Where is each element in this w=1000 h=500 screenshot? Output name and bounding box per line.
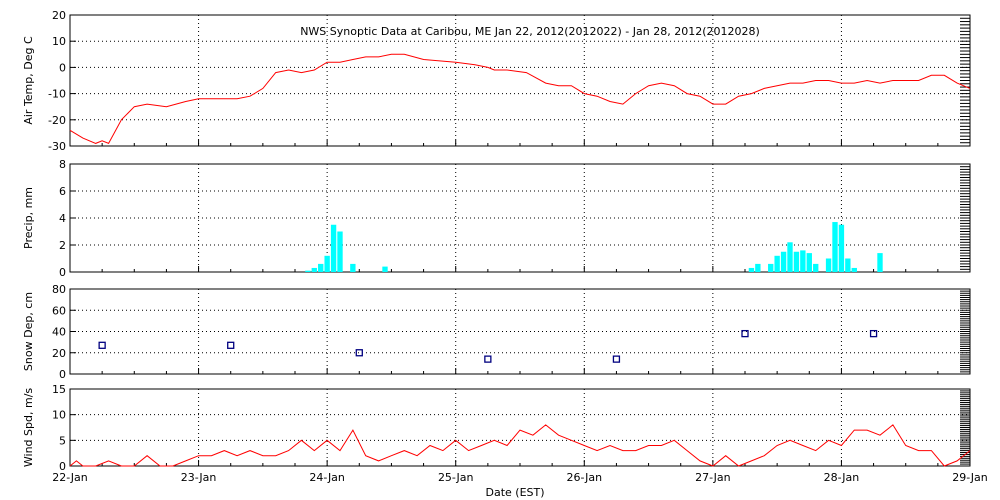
x-axis-label: Date (EST) [485, 486, 544, 499]
air-temp-ytick-label: 20 [52, 9, 66, 22]
wind-speed-ytick-label: 15 [52, 383, 66, 396]
precip-bar [748, 267, 755, 272]
air-temp-frame [69, 14, 971, 147]
x-tick-label: 22-Jan [52, 471, 88, 484]
precip-bar [311, 267, 317, 272]
precip-panel: 0 2 4 6 8 Precip, mm [22, 158, 971, 279]
precip-bar [755, 263, 761, 272]
precip-bar [825, 258, 832, 272]
snow-depth-point [869, 329, 878, 338]
precip-ytick-label: 2 [59, 239, 66, 252]
precip-bar [813, 263, 819, 272]
panels: -30 -20 -10 0 10 20 Air Temp, Deg C 0 2 4 6 8 Precip… [22, 9, 971, 473]
snow-depth-point [484, 355, 492, 363]
x-tick-label: 23-Jan [181, 471, 217, 484]
precip-bar [845, 258, 851, 272]
wind-speed-ytick-label: 0 [59, 460, 66, 473]
precip-bar [877, 253, 883, 272]
wind-speed-ytick-label: 10 [52, 409, 66, 422]
snow-depth-frame [69, 288, 971, 375]
snow-depth-point [98, 341, 106, 349]
snow-depth-point [612, 355, 621, 363]
wind-speed-series-line [69, 424, 971, 467]
x-tick-labels: 22-Jan 23-Jan 24-Jan 25-Jan 26-Jan 27-Jan 28-J… [52, 471, 988, 484]
air-temp-ytick-label: -30 [48, 140, 66, 153]
air-temp-ylabel: Air Temp, Deg C [22, 36, 35, 125]
precip-ytick-label: 8 [59, 158, 66, 171]
snow-depth-point [227, 341, 235, 349]
precip-ylabel: Precip, mm [22, 187, 35, 249]
precip-ytick-label: 4 [59, 212, 66, 225]
air-temp-ytick-label: 0 [59, 61, 66, 74]
x-tick-label: 24-Jan [309, 471, 345, 484]
precip-bar [318, 263, 324, 272]
precip-bar [382, 266, 388, 272]
snow-depth-ytick-label: 20 [52, 347, 66, 360]
snow-depth-point [355, 349, 363, 357]
precip-bar [350, 263, 356, 272]
precip-bar [774, 255, 780, 272]
precip-ytick-label: 6 [59, 185, 66, 198]
precip-bar [780, 251, 787, 272]
precip-bar [768, 263, 774, 272]
x-tick-label: 28-Jan [824, 471, 860, 484]
precip-bar [832, 222, 838, 272]
precip-bar [337, 231, 343, 272]
figure-title: NWS Synoptic Data at Caribou, ME Jan 22,… [300, 25, 760, 38]
x-tick-label: 25-Jan [438, 471, 474, 484]
snow-depth-ylabel: Snow Dep, cm [22, 292, 35, 371]
snow-depth-ytick-label: 0 [59, 368, 66, 381]
precip-bar [305, 270, 311, 272]
snow-depth-ytick-label: 60 [52, 304, 66, 317]
air-temp-ytick-label: -20 [48, 114, 66, 127]
precip-bar [324, 255, 330, 272]
snow-depth-ytick-label: 80 [52, 283, 66, 296]
precip-bar [330, 224, 337, 272]
air-temp-ytick-label: -10 [48, 88, 66, 101]
air-temp-panel: -30 -20 -10 0 10 20 Air Temp, Deg C [22, 9, 971, 153]
air-temp-ytick-label: 10 [52, 35, 66, 48]
precip-bar [851, 267, 857, 272]
snow-depth-panel: 0 20 40 60 80 Snow Dep, cm [22, 283, 971, 381]
snow-depth-ytick-label: 40 [52, 326, 66, 339]
wind-speed-ylabel: Wind Spd, m/s [22, 388, 35, 468]
precip-frame [69, 163, 971, 273]
wind-speed-frame [69, 388, 971, 467]
precip-bar [800, 250, 806, 272]
precip-bar [787, 242, 793, 272]
precip-bar [806, 253, 812, 272]
x-tick-label: 27-Jan [695, 471, 731, 484]
precip-ytick-label: 0 [59, 266, 66, 279]
wind-speed-panel: 0 5 10 15 Wind Spd, m/s [22, 383, 971, 473]
precip-bar [793, 251, 800, 272]
x-tick-label: 29-Jan [952, 471, 988, 484]
snow-depth-point [741, 329, 749, 338]
precip-bar [838, 224, 845, 272]
wind-speed-ytick-label: 5 [59, 434, 66, 447]
air-temp-series-line [69, 53, 971, 145]
x-tick-label: 26-Jan [567, 471, 603, 484]
